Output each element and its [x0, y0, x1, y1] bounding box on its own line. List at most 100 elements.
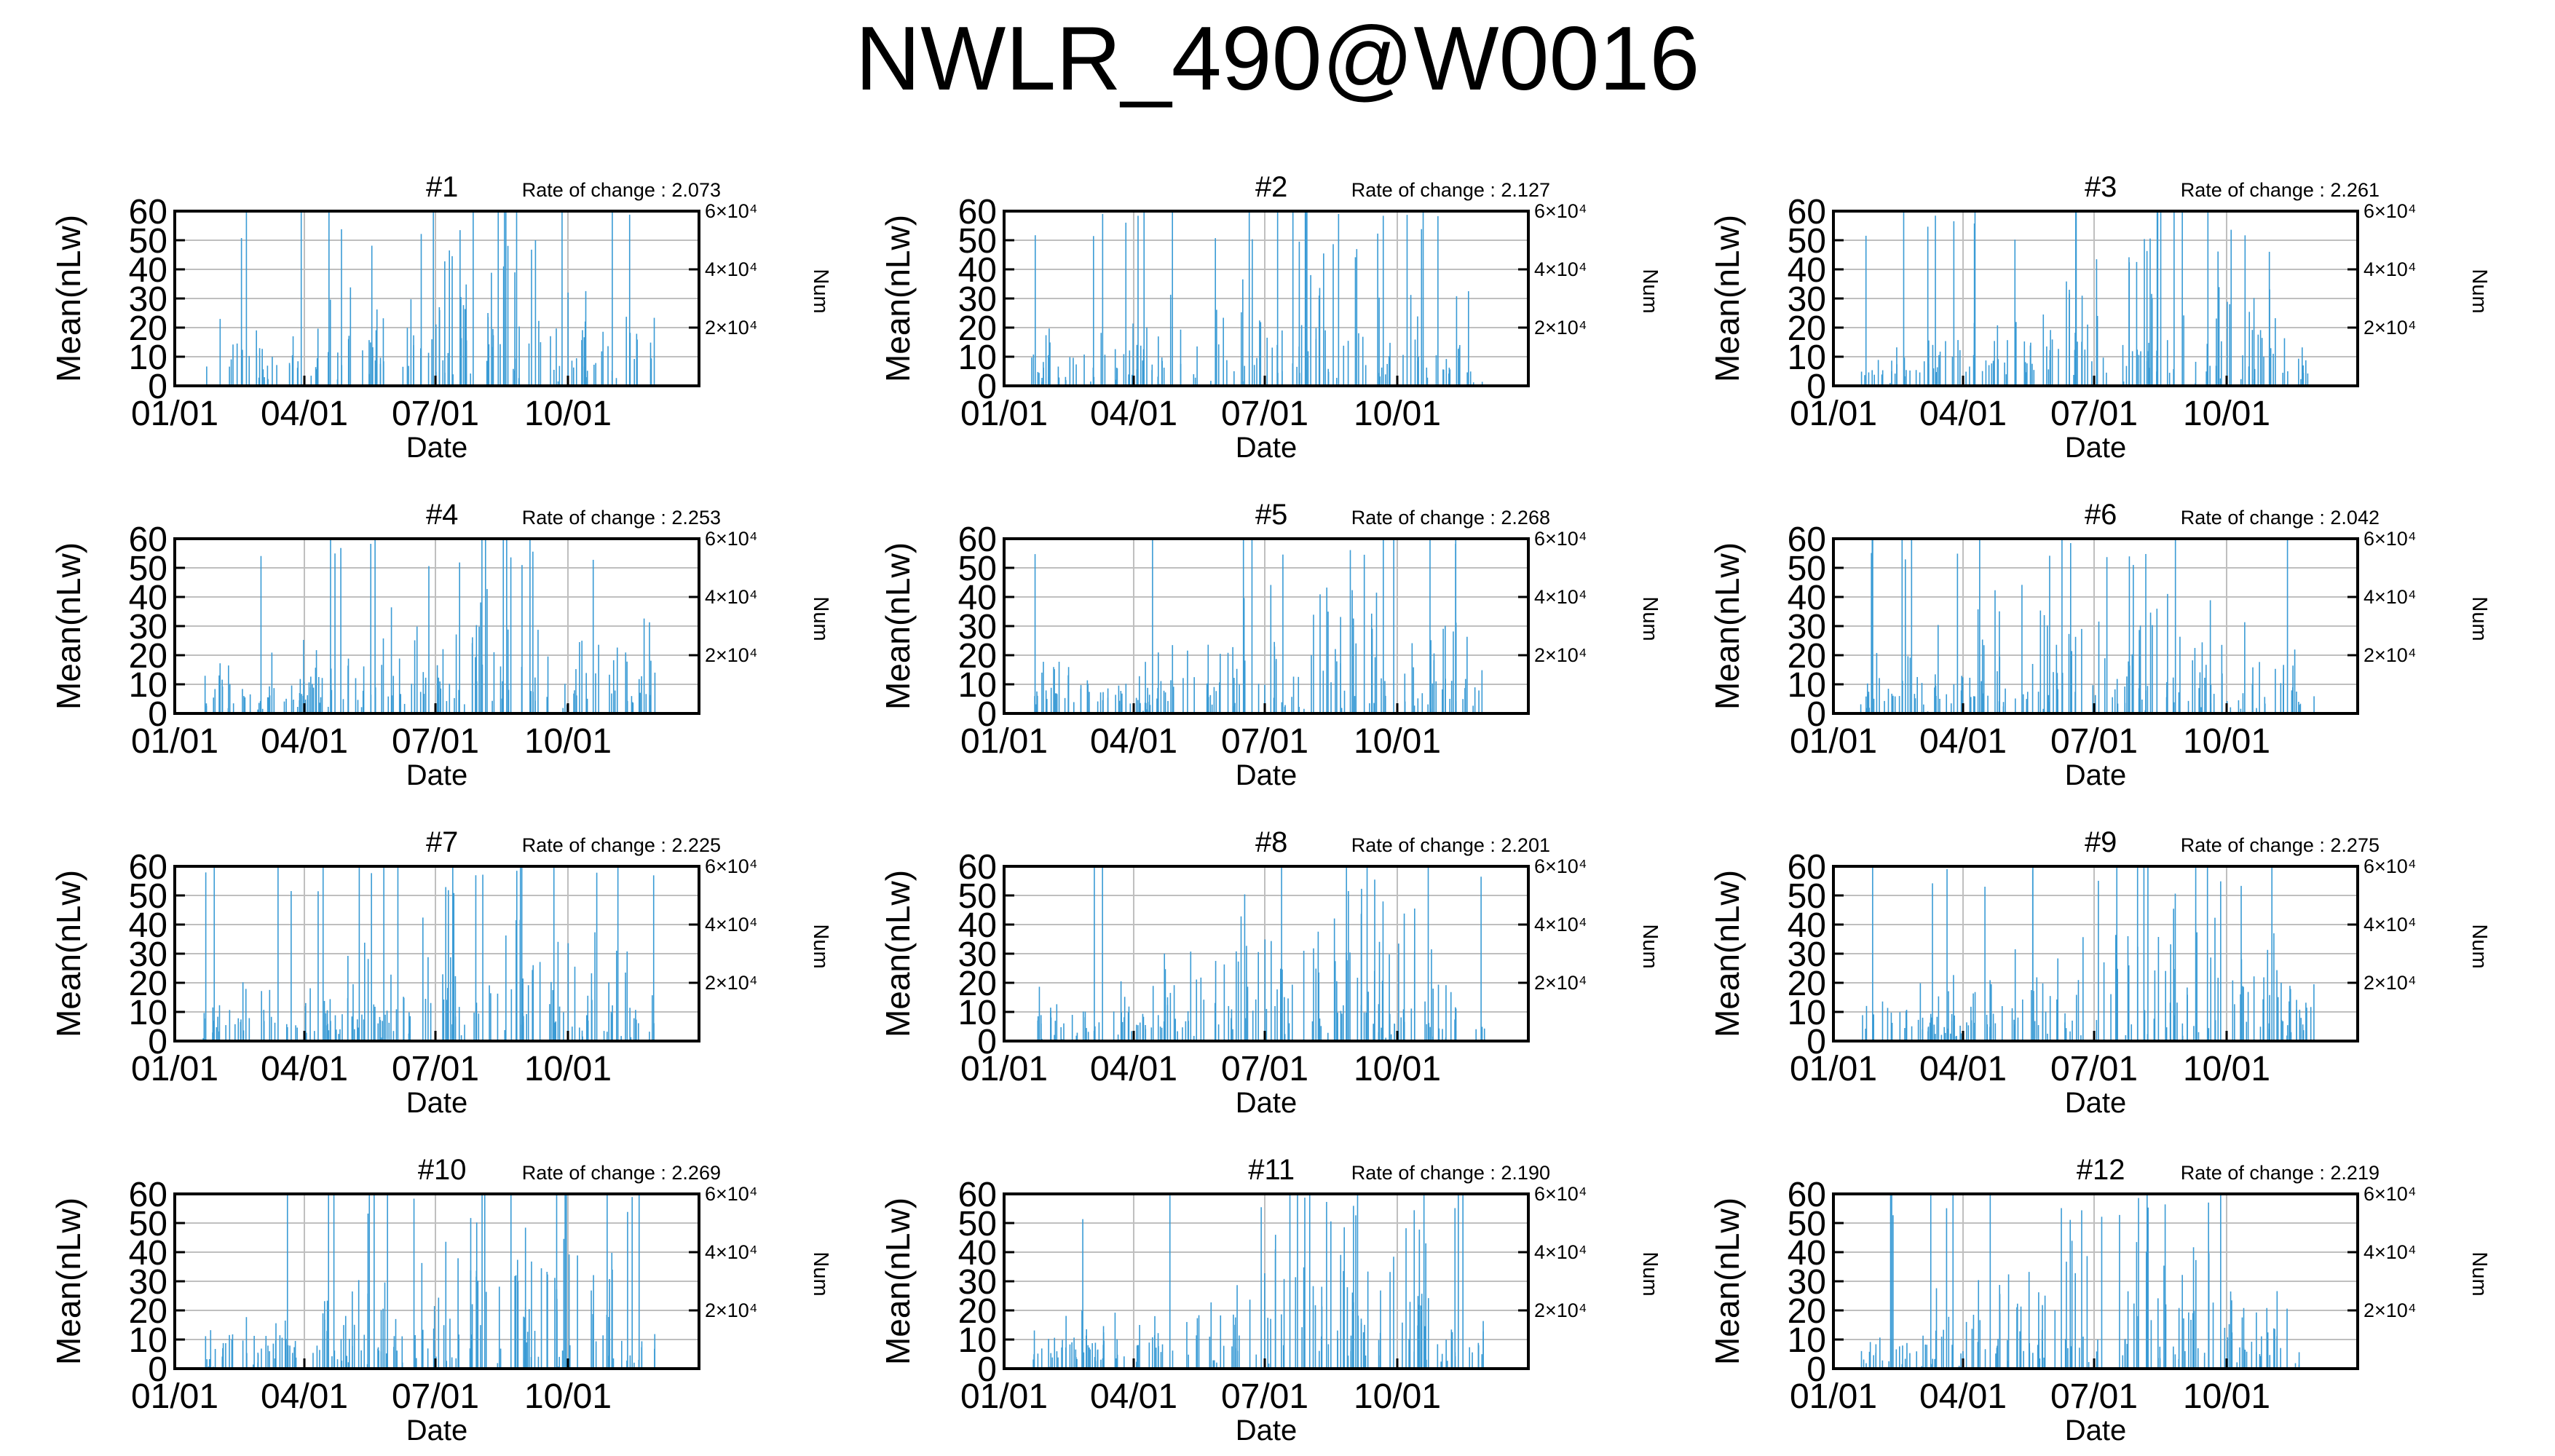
y2-axis-label: Num: [1638, 269, 1662, 313]
y-tick-label: 20: [1788, 309, 1826, 348]
y-tick-label: 10: [958, 666, 997, 705]
y-tick-label: 20: [129, 637, 167, 676]
y-axis-label: Mean(nLw): [1708, 542, 1746, 710]
x-tick-label: 07/01: [2050, 1050, 2138, 1088]
x-tick-label: 07/01: [392, 1377, 479, 1416]
y-tick-label: 30: [129, 1263, 167, 1302]
panel-title: #1: [426, 171, 459, 203]
y2-axis-label: Num: [809, 269, 832, 313]
y2-tick-label: 2×10⁴: [705, 972, 757, 994]
y-tick-label: 50: [129, 222, 167, 261]
x-axis-label: Date: [2065, 759, 2127, 791]
y2-tick-label: 6×10⁴: [1534, 200, 1587, 222]
x-tick-label: 07/01: [2050, 395, 2138, 433]
y-tick-label: 40: [129, 579, 167, 617]
y-tick-label: 60: [958, 1176, 997, 1214]
panel-title: #5: [1255, 499, 1288, 531]
y2-axis-label: Num: [809, 924, 832, 968]
x-tick-label: 01/01: [1790, 722, 1877, 761]
y2-tick-label: 6×10⁴: [705, 528, 757, 550]
y-tick-label: 30: [958, 608, 997, 646]
y2-tick-label: 4×10⁴: [1534, 586, 1587, 608]
y2-axis-label: Num: [1638, 924, 1662, 968]
y-tick-label: 30: [129, 608, 167, 646]
x-tick-label: 07/01: [1221, 395, 1308, 433]
y-tick-label: 0: [977, 1023, 997, 1061]
x-axis-label: Date: [1236, 759, 1298, 791]
rate-of-change-label: Rate of change : 2.269: [522, 1162, 721, 1184]
y-tick-label: 40: [958, 1234, 997, 1273]
x-tick-label: 07/01: [392, 722, 479, 761]
rate-of-change-label: Rate of change : 2.219: [2181, 1162, 2380, 1184]
x-tick-label: 04/01: [1090, 1050, 1177, 1088]
x-tick-label: 07/01: [392, 395, 479, 433]
x-tick-label: 10/01: [524, 722, 612, 761]
y-tick-label: 60: [958, 193, 997, 232]
y-tick-label: 50: [958, 550, 997, 588]
y2-tick-label: 4×10⁴: [2364, 1241, 2416, 1263]
y2-tick-label: 2×10⁴: [705, 317, 757, 339]
y-tick-label: 0: [148, 695, 167, 734]
x-tick-label: 10/01: [524, 1050, 612, 1088]
y2-tick-label: 2×10⁴: [1534, 317, 1587, 339]
x-tick-label: 01/01: [131, 722, 218, 761]
y-tick-label: 50: [1788, 550, 1826, 588]
y2-tick-label: 4×10⁴: [2364, 258, 2416, 280]
x-tick-label: 01/01: [960, 722, 1048, 761]
y-tick-label: 30: [1788, 608, 1826, 646]
y-tick-label: 10: [129, 994, 167, 1032]
y-tick-label: 30: [1788, 280, 1826, 319]
x-tick-label: 04/01: [1919, 722, 2007, 761]
y-tick-label: 60: [1788, 848, 1826, 887]
panel-title: #11: [1248, 1154, 1295, 1186]
x-tick-label: 10/01: [2183, 1377, 2270, 1416]
x-tick-label: 01/01: [131, 1377, 218, 1416]
y-tick-label: 10: [1788, 339, 1826, 377]
x-tick-label: 01/01: [960, 395, 1048, 433]
y2-tick-label: 4×10⁴: [705, 914, 757, 935]
x-tick-label: 01/01: [131, 395, 218, 433]
y-tick-label: 50: [1788, 222, 1826, 261]
x-tick-label: 04/01: [1090, 1377, 1177, 1416]
y-tick-label: 60: [958, 848, 997, 887]
y-tick-label: 20: [129, 965, 167, 1003]
y2-tick-label: 6×10⁴: [705, 855, 757, 877]
x-tick-label: 01/01: [1790, 395, 1877, 433]
rate-of-change-label: Rate of change : 2.253: [522, 507, 721, 529]
x-tick-label: 07/01: [2050, 722, 2138, 761]
panel-title: #9: [2085, 826, 2117, 858]
y-tick-label: 50: [1788, 877, 1826, 916]
panel-title: #6: [2085, 499, 2117, 531]
y-axis-label: Mean(nLw): [50, 1198, 87, 1365]
y-tick-label: 0: [148, 1023, 167, 1061]
y-tick-label: 10: [129, 339, 167, 377]
y-tick-label: 50: [958, 222, 997, 261]
panel-title: #12: [2077, 1154, 2125, 1186]
y2-tick-label: 4×10⁴: [705, 586, 757, 608]
y2-tick-label: 2×10⁴: [1534, 1299, 1587, 1321]
x-tick-label: 04/01: [1919, 395, 2007, 433]
y-tick-label: 30: [129, 280, 167, 319]
x-tick-label: 10/01: [1354, 395, 1441, 433]
y-tick-label: 0: [1806, 695, 1826, 734]
y-tick-label: 40: [1788, 251, 1826, 290]
y-tick-label: 20: [958, 1292, 997, 1331]
y-tick-label: 20: [958, 637, 997, 676]
y2-tick-label: 4×10⁴: [2364, 914, 2416, 935]
rate-of-change-label: Rate of change : 2.127: [1351, 179, 1550, 201]
y-tick-label: 60: [1788, 1176, 1826, 1214]
x-tick-label: 01/01: [960, 1377, 1048, 1416]
y-tick-label: 0: [1806, 368, 1826, 406]
x-tick-label: 10/01: [2183, 395, 2270, 433]
x-tick-label: 04/01: [261, 1377, 348, 1416]
y2-tick-label: 2×10⁴: [2364, 317, 2416, 339]
y2-axis-label: Num: [2468, 924, 2491, 968]
